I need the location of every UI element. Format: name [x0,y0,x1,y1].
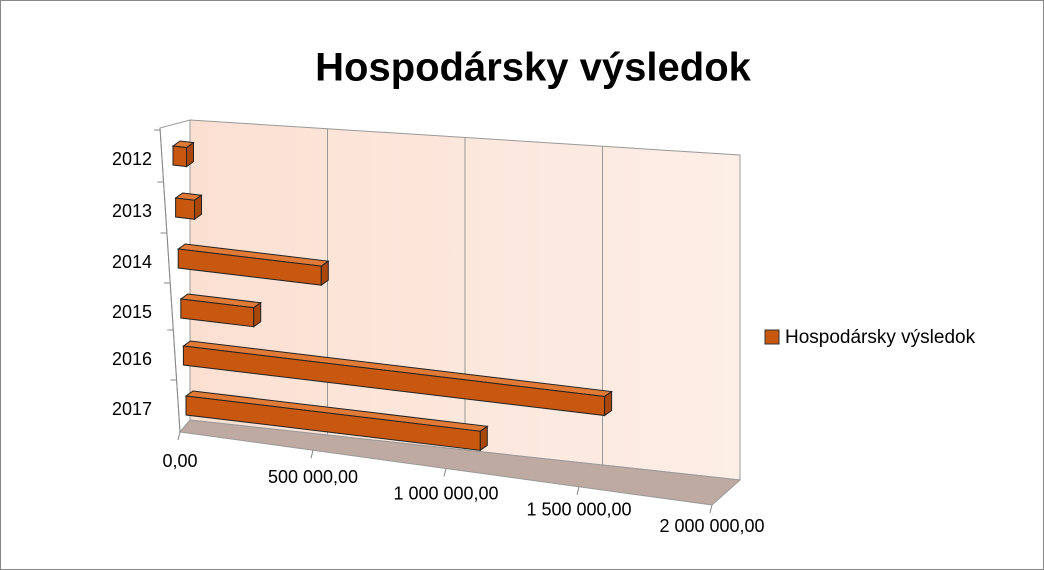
x-tick-label: 1 500 000,00 [526,500,631,520]
bar-end [320,260,329,287]
y-tick-label: 2013 [112,201,152,221]
bar-end [253,301,262,328]
x-tick [310,450,314,459]
bar-front [175,197,195,220]
y-tick-label: 2015 [112,302,152,322]
legend-label: Hospodársky výsledok [785,327,976,348]
x-tick-label: 0,00 [162,451,197,471]
y-tick-label: 2012 [112,149,152,169]
bar [184,390,489,452]
bar [176,243,330,287]
bar-end [186,141,194,168]
bar [174,192,203,221]
bar-end [479,425,488,452]
legend-swatch [764,329,780,345]
x-tick-label: 500 000,00 [268,467,358,487]
bar [179,293,263,328]
y-tick-label: 2016 [112,349,152,369]
y-tick-label: 2014 [112,252,152,272]
x-tick-label: 1 000 000,00 [393,483,498,503]
bar [171,140,195,168]
bar-end [604,390,613,417]
x-tick [443,468,447,477]
bar-front [172,145,187,168]
y-tick-label: 2017 [112,399,152,419]
bar [182,340,613,417]
chart-title: Hospodársky výsledok [315,46,751,90]
x-tick [177,431,181,441]
bar-end [194,194,202,221]
x-tick [576,486,580,495]
x-tick [709,504,713,514]
y-axis [159,127,181,433]
x-tick-label: 2 000 000,00 [659,516,764,536]
